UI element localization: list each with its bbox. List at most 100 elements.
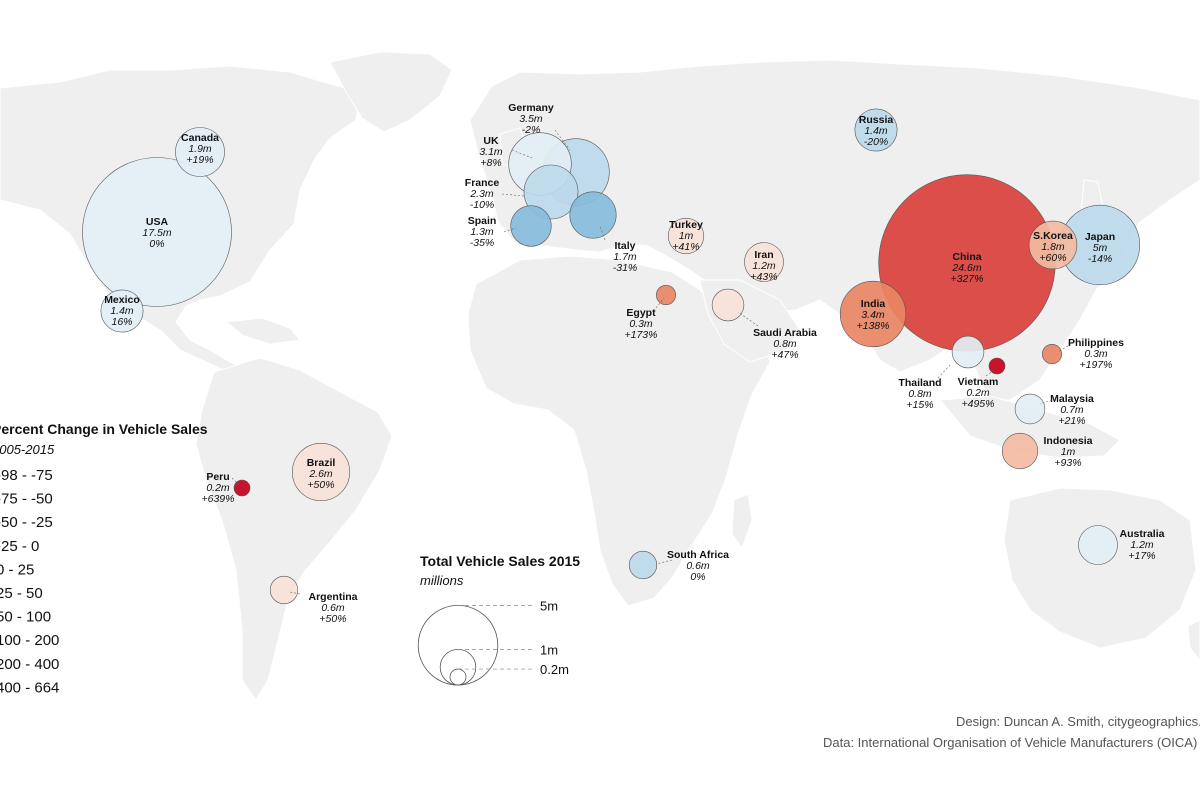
label-japan-name: Japan	[1085, 231, 1115, 243]
leader-thailand	[937, 364, 951, 379]
legend-bin-8: 200 - 400	[0, 656, 59, 673]
label-peru-name: Peru	[206, 471, 229, 483]
label-turkey-name: Turkey	[669, 219, 703, 231]
bubble-australia	[1078, 525, 1118, 565]
label-spain-sales: 1.3m	[470, 226, 494, 238]
design-credit: Design: Duncan A. Smith, citygeographics…	[956, 714, 1200, 729]
label-peru-change: +639%	[202, 493, 235, 505]
label-turkey-change: +41%	[672, 241, 699, 253]
label-philippines-change: +197%	[1080, 359, 1113, 371]
label-s-korea-sales: 1.8m	[1041, 241, 1065, 253]
label-japan-change: -14%	[1088, 253, 1113, 265]
landmass-central-america	[224, 317, 301, 345]
label-australia-change: +17%	[1128, 550, 1155, 562]
bubble-turkey	[667, 217, 705, 255]
label-italy-change: -31%	[613, 262, 638, 274]
label-india-name: India	[861, 298, 886, 310]
leader-south-africa	[655, 559, 673, 565]
leader-italy	[599, 225, 606, 241]
label-france-sales: 2.3m	[469, 188, 494, 200]
bubble-usa	[82, 157, 232, 307]
country-bubbles	[82, 108, 1141, 605]
label-japan-sales: 5m	[1093, 242, 1108, 254]
legend-bin-7: 100 - 200	[0, 632, 59, 649]
label-russia-change: -20%	[864, 136, 889, 148]
landmass-se-asia-islands	[938, 395, 1121, 459]
bubble-mexico	[100, 289, 144, 333]
leader-argentina	[289, 591, 301, 595]
legend-bin-3: -25 - 0	[0, 538, 39, 555]
label-china-name: China	[952, 251, 981, 263]
label-france-change: -10%	[470, 199, 495, 211]
label-uk-change: +8%	[480, 157, 501, 169]
leader-saudi-arabia	[737, 311, 759, 327]
size-legend-circles: 5m 1m 0.2m	[417, 598, 569, 686]
label-mexico-name: Mexico	[104, 294, 140, 306]
label-canada-sales: 1.9m	[188, 143, 212, 155]
label-canada-change: +19%	[186, 154, 213, 166]
leader-philippines	[1057, 345, 1069, 353]
bubble-spain	[510, 205, 552, 247]
label-uk-name: UK	[483, 135, 499, 147]
bubble-thailand	[951, 335, 985, 369]
label-malaysia-change: +21%	[1058, 415, 1085, 427]
country-labels: USA17.5m0%Canada1.9m+19%Mexico1.4m16%Bra…	[104, 102, 1164, 625]
label-mexico-sales: 1.4m	[110, 305, 134, 317]
label-saudi-arabia-change: +47%	[771, 349, 798, 361]
label-canada-name: Canada	[181, 132, 219, 144]
label-thailand-change: +15%	[906, 399, 933, 411]
label-egypt-sales: 0.3m	[629, 318, 653, 330]
bubble-south-africa	[628, 550, 658, 580]
legend-bin-6: 50 - 100	[0, 609, 51, 626]
bubble-russia	[854, 108, 898, 152]
label-iran-change: +43%	[750, 271, 777, 283]
label-saudi-arabia-sales: 0.8m	[773, 338, 797, 350]
label-brazil-change: +50%	[307, 479, 334, 491]
landmass-greenland	[329, 51, 453, 133]
label-argentina-sales: 0.6m	[321, 602, 345, 614]
label-s-korea-change: +60%	[1039, 252, 1066, 264]
label-usa-change: 0%	[149, 238, 164, 250]
credits: Design: Duncan A. Smith, citygeographics…	[823, 714, 1200, 750]
label-germany-sales: 3.5m	[519, 113, 543, 125]
bubble-peru	[233, 479, 251, 497]
bubble-vietnam	[988, 357, 1006, 375]
bubble-saudi-arabia	[711, 288, 745, 322]
label-russia-name: Russia	[859, 114, 894, 126]
label-indonesia-name: Indonesia	[1043, 435, 1092, 447]
color-legend: Percent Change in Vehicle Sales 2005-201…	[0, 421, 208, 696]
leader-uk	[511, 149, 533, 159]
label-china-change: +327%	[951, 273, 984, 285]
label-italy-name: Italy	[614, 240, 635, 252]
label-vietnam-sales: 0.2m	[966, 387, 990, 399]
bubble-s-korea	[1028, 220, 1078, 270]
bubble-malaysia	[1014, 393, 1046, 425]
size-legend: Total Vehicle Sales 2015 millions 5m 1m 0.…	[417, 553, 580, 686]
label-australia-name: Australia	[1120, 528, 1165, 540]
label-uk-sales: 3.1m	[479, 146, 503, 158]
legend-bin-4: 0 - 25	[0, 561, 34, 578]
leader-vietnam	[985, 369, 995, 377]
label-germany-name: Germany	[508, 102, 554, 114]
label-russia-sales: 1.4m	[864, 125, 888, 137]
label-brazil-sales: 2.6m	[308, 468, 333, 480]
size-legend-label-1: 1m	[540, 642, 558, 657]
bubble-argentina	[269, 575, 299, 605]
legend-bin-0: -98 - -75	[0, 467, 53, 484]
bubble-italy	[569, 191, 617, 239]
legend-bin-5: 25 - 50	[0, 585, 43, 602]
leader-germany	[554, 129, 571, 151]
label-indonesia-sales: 1m	[1061, 446, 1076, 458]
label-egypt-name: Egypt	[626, 307, 656, 319]
label-south-africa-change: 0%	[690, 571, 705, 583]
label-iran-name: Iran	[754, 249, 773, 261]
size-legend-subtitle: millions	[420, 573, 464, 588]
label-usa-name: USA	[146, 216, 169, 228]
label-indonesia-change: +93%	[1054, 457, 1081, 469]
label-vietnam-change: +495%	[962, 398, 995, 410]
bubble-brazil	[291, 442, 350, 501]
label-philippines-name: Philippines	[1068, 337, 1124, 349]
legend-bin-2: -50 - -25	[0, 514, 53, 531]
label-germany-change: -2%	[522, 124, 541, 136]
